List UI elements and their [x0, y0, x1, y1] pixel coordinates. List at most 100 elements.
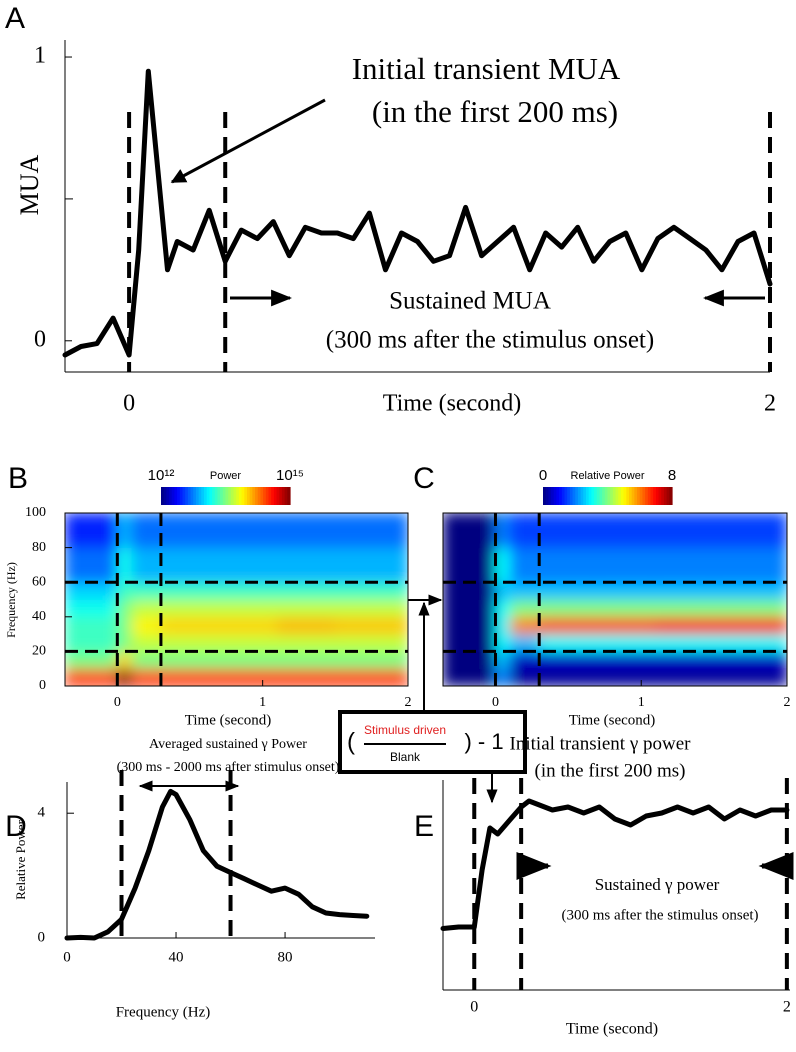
heatmap-cell: [218, 650, 278, 670]
colorbar-step: [238, 487, 243, 505]
colorbar-step: [220, 487, 224, 505]
heatmap-cell: [597, 599, 657, 618]
heatmap-cells: [443, 513, 787, 686]
y-axis-label: Relative Power: [13, 819, 28, 899]
heatmap-cell: [334, 616, 408, 635]
heatmap-cell: [218, 668, 278, 686]
heatmap-cell: [116, 581, 133, 600]
heatmap-cell: [334, 513, 408, 549]
colorbar-step: [174, 487, 178, 505]
panel-label: D: [5, 810, 27, 843]
heatmap-cell: [494, 599, 511, 618]
colorbar-step: [620, 487, 625, 505]
x-tick-label: 0: [492, 695, 499, 710]
x-axis-label: Frequency (Hz): [116, 1004, 211, 1020]
colorbar-step: [268, 487, 272, 505]
colorbar-step: [594, 487, 598, 505]
heatmap-cell: [713, 599, 787, 618]
annotation: Sustained γ power: [595, 875, 720, 894]
colorbar-step: [233, 487, 237, 505]
heatmap-cell: [131, 581, 162, 600]
x-axis-label: Time (second): [569, 712, 656, 728]
colorbar-step: [249, 487, 253, 505]
heatmap-cell: [597, 547, 657, 583]
colorbar-step: [645, 487, 649, 505]
heatmap-cell: [131, 513, 162, 549]
heatmap-cell: [116, 513, 133, 549]
heatmap-cell: [218, 599, 278, 618]
heatmap-cell: [655, 650, 715, 670]
heatmap-cell: [509, 650, 540, 670]
colorbar-step: [647, 487, 652, 505]
heatmap-cell: [131, 668, 162, 686]
colorbar-step: [265, 487, 270, 505]
colorbar-step: [553, 487, 558, 505]
heatmap-cell: [655, 599, 715, 618]
colorbar-step: [612, 487, 617, 505]
colorbar-step: [169, 487, 173, 505]
heatmap-cell: [65, 581, 118, 600]
colorbar-step: [596, 487, 601, 505]
colorbar-step: [561, 487, 566, 505]
heatmap-cell: [218, 581, 278, 600]
heatmap-cell: [443, 616, 496, 635]
annotation: (300 ms after the stimulus onset): [561, 907, 758, 923]
colorbar-step: [583, 487, 587, 505]
colorbar-step: [666, 487, 670, 505]
heatmap-cell: [65, 513, 118, 549]
colorbar-step: [556, 487, 560, 505]
x-tick-label: 2: [784, 695, 791, 710]
colorbar-step: [618, 487, 622, 505]
panel-label: B: [8, 462, 28, 495]
heatmap-cell: [116, 547, 133, 583]
colorbar-step: [669, 487, 673, 505]
colorbar-step: [650, 487, 654, 505]
formula-close: ) - 1: [464, 729, 503, 754]
colorbar-step: [244, 487, 248, 505]
colorbar-tick-label: 10¹²: [148, 467, 175, 484]
colorbar-step: [569, 487, 574, 505]
heatmap-cell: [276, 668, 336, 686]
heatmap-cell: [494, 547, 511, 583]
colorbar-step: [287, 487, 291, 505]
panel-label: E: [414, 810, 434, 843]
colorbar-step: [182, 487, 186, 505]
formula-open: (: [347, 728, 355, 755]
heatmap-cell: [160, 599, 220, 618]
colorbar-step: [623, 487, 627, 505]
x-tick-label: 0: [470, 999, 478, 1016]
formula-box: [338, 710, 527, 774]
colorbar-step: [284, 487, 288, 505]
heatmap-cell: [655, 581, 715, 600]
heatmap-cell: [65, 633, 118, 652]
colorbar-step: [658, 487, 662, 505]
x-tick-label: 0: [114, 695, 121, 710]
colorbar-label: Power: [210, 470, 242, 482]
heatmap-cell: [538, 668, 599, 686]
x-tick-label: 80: [278, 949, 293, 965]
heatmap-cell: [494, 650, 511, 670]
heatmap-cell: [443, 547, 496, 583]
heatmap-cell: [160, 633, 220, 652]
heatmap-cell: [597, 650, 657, 670]
heatmap-cell: [276, 599, 336, 618]
colorbar-step: [588, 487, 592, 505]
colorbar-step: [610, 487, 614, 505]
colorbar-step: [252, 487, 256, 505]
heatmap-cell: [276, 650, 336, 670]
heatmap-cell: [334, 599, 408, 618]
colorbar-step: [655, 487, 660, 505]
heatmap-cell: [276, 513, 336, 549]
heatmap-cell: [160, 650, 220, 670]
heatmap-cell: [494, 668, 511, 686]
heatmap-cell: [131, 599, 162, 618]
heatmap-cell: [160, 616, 220, 635]
heatmap-cell: [713, 633, 787, 652]
colorbar-step: [190, 487, 194, 505]
colorbar-tick-label: 10¹⁵: [276, 467, 304, 484]
panel-label: A: [5, 2, 25, 35]
x-tick-label: 2: [405, 695, 412, 710]
y-tick-label: 0: [38, 929, 46, 945]
colorbar-step: [543, 487, 547, 505]
colorbar-step: [260, 487, 264, 505]
